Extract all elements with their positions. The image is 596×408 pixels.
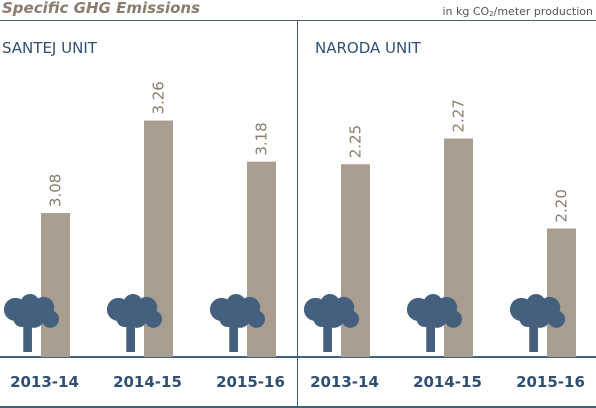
unit-suffix: /meter production [493, 5, 593, 18]
value-label: 3.18 [253, 122, 271, 155]
panel-divider [297, 21, 298, 406]
x-tick-label: 2013-14 [10, 373, 79, 391]
bar-santej-2015-16 [247, 161, 276, 357]
unit-prefix: in kg CO [442, 5, 490, 18]
x-tick-label: 2014-15 [413, 373, 482, 391]
value-label: 2.27 [450, 99, 468, 132]
x-tick-label: 2015-16 [216, 373, 285, 391]
panel-label-santej: SANTEJ UNIT [2, 39, 97, 57]
panel-label-naroda: NARODA UNIT [315, 39, 421, 57]
value-label: 2.20 [553, 189, 571, 222]
value-label: 2.25 [347, 125, 365, 158]
bar-santej-2013-14 [41, 213, 70, 357]
x-tick-label: 2014-15 [113, 373, 182, 391]
footer-rule [0, 406, 596, 408]
value-label: 3.08 [47, 174, 65, 207]
unit-subscript: 2 [489, 10, 494, 18]
chart-title: Specific GHG Emissions [2, 0, 200, 17]
x-tick-label: 2015-16 [516, 373, 585, 391]
value-label: 3.26 [150, 81, 168, 114]
bar-naroda-2015-16 [547, 228, 576, 357]
x-tick-label: 2013-14 [310, 373, 379, 391]
header-rule [0, 20, 596, 21]
bar-naroda-2013-14 [341, 164, 370, 357]
unit-label: in kg CO2/meter production [442, 5, 593, 18]
